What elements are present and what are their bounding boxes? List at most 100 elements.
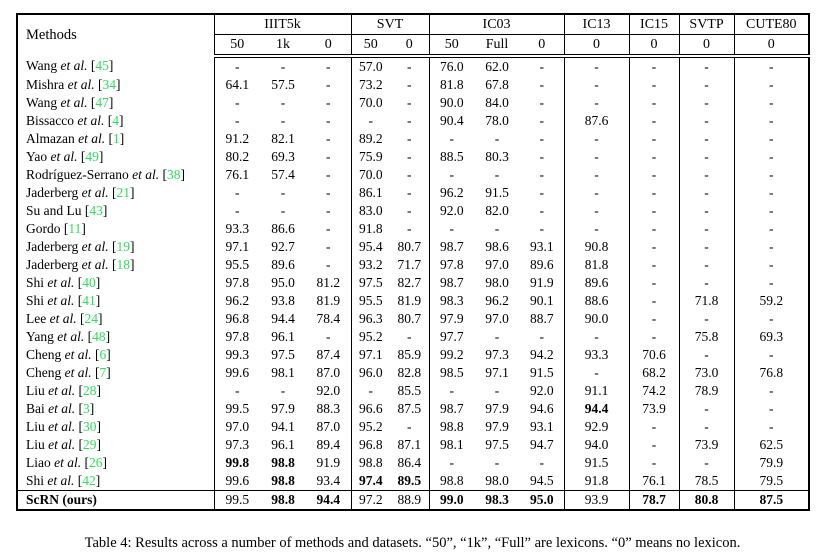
citation-ref[interactable]: 47 [95,95,109,110]
result-cell: - [428,382,475,400]
result-cell: 80.7 [397,311,422,326]
result-cell: 97.9 [485,401,509,416]
citation-ref[interactable]: 26 [89,455,103,470]
citation-ref[interactable]: 18 [116,257,130,272]
citation-ref[interactable]: 30 [83,419,97,434]
citation-ref[interactable]: 34 [102,77,117,92]
result-cell: - [678,56,735,76]
citation-ref[interactable]: 38 [166,167,181,182]
result-cell: 62.0 [485,59,509,74]
result-cell: 93.1 [529,419,554,434]
result-cell: - [407,149,412,164]
citation-ref[interactable]: 24 [84,311,98,326]
result-cell: 89.6 [563,274,630,292]
table-row: Yao et al. [49] 80.2 69.3-75.9-88.5 80.3- - -… [17,148,810,166]
result-cell: 92.7 [271,239,295,254]
result-cell: 99.0 [428,490,475,510]
result-cell: 97.0 [485,311,509,326]
citation-ref[interactable]: 29 [83,437,97,452]
result-cell: - [563,364,630,382]
table-row: Cheng et al. [7] 99.6 98.1 87.0 96.0 82.8 98.5… [17,364,810,382]
citation-ref[interactable]: 21 [116,185,130,200]
result-cell: - [628,454,680,472]
citation-ref[interactable]: 43 [89,203,103,218]
result-cell: 89.6 [529,257,554,272]
citation-ref[interactable]: 45 [95,58,109,73]
result-cell: 78.4 [316,311,341,326]
col-subheader: 50 [213,34,260,58]
result-cell: 73.2 [350,76,391,94]
result-cell: 86.1 [350,184,391,202]
citation-ref[interactable]: 48 [92,329,106,344]
result-cell: - [563,328,630,346]
result-cell: 78.7 [628,490,680,510]
et-al: et al. [47,275,75,290]
result-cell: 75.9 [350,148,391,166]
citation-ref[interactable]: 4 [112,113,119,128]
citation-ref[interactable]: 41 [82,293,96,308]
citation-ref[interactable]: 1 [112,131,120,146]
col-group-ic15: IC15 [628,14,680,35]
result-cell: 88.3 [316,401,341,416]
result-cell: 76.0 [428,56,475,76]
result-cell: - [678,130,735,148]
result-cell: 91.5 [563,454,630,472]
result-cell: 94.4 [306,490,352,510]
result-cell: - [407,221,412,236]
result-cell: 79.9 [733,454,810,472]
citation-ref[interactable]: 11 [68,221,82,236]
result-cell: - [733,238,810,256]
result-cell: - [213,94,260,112]
table-row: Liu et al. [29] 97.3 96.1 89.4 96.8 87.1 98.1 9… [17,436,810,454]
method-name: Wang et al. [47] [26,95,114,110]
citation-ref[interactable]: 3 [83,401,90,416]
et-al: et al. [60,95,88,110]
result-cell: 91.9 [316,455,341,470]
result-cell: 98.3 [428,292,475,310]
col-group-cute80: CUTE80 [733,14,810,35]
result-cell: 98.5 [428,364,475,382]
result-cell: 89.6 [271,257,295,272]
result-cell: - [326,131,331,146]
result-cell: 92.9 [563,418,630,436]
citation-ref[interactable]: 6 [99,347,107,362]
citation-ref[interactable]: 49 [85,149,99,164]
result-cell: 62.5 [733,436,810,454]
method-name: Bai et al. [3] [26,401,95,416]
result-cell: 67.8 [485,77,509,92]
result-cell: - [494,131,500,146]
result-cell: 98.8 [428,472,475,491]
table-row: Cheng et al. [6] 99.3 97.5 87.4 97.1 85.9 99.2… [17,346,810,364]
et-al: et al. [67,77,95,92]
table-body: Wang et al. [45] - - -57.0-76.0 62.0- - - - - Mis… [17,56,810,510]
result-cell: 95.4 [350,238,391,256]
result-cell: 91.8 [563,472,630,491]
citation-ref[interactable]: 28 [83,383,97,398]
result-cell: 76.1 [213,166,260,184]
et-al: et al. [48,383,76,398]
result-cell: 80.8 [678,490,735,510]
table-row: Jaderberg et al. [18] 95.5 89.6 - 93.2 71.7 97… [17,256,810,274]
method-name: ScRN (ours) [17,490,214,510]
result-cell: 97.8 [213,274,260,292]
result-cell: 97.4 [350,472,391,491]
result-cell: 88.6 [563,292,630,310]
et-al: et al. [77,113,105,128]
result-cell: - [539,185,545,200]
result-cell: 99.2 [428,346,475,364]
result-cell: - [733,94,810,112]
result-cell: 96.8 [350,436,391,454]
result-cell: 97.1 [350,346,391,364]
result-cell: - [326,59,331,74]
result-cell: 91.1 [563,382,630,400]
et-al: et al. [64,365,92,380]
table-row: Lee et al. [24] 96.8 94.4 78.4 96.3 80.7 97.9 9… [17,310,810,328]
result-cell: 73.0 [678,364,735,382]
citation-ref[interactable]: 7 [99,365,107,380]
result-cell: 94.6 [529,401,554,416]
result-cell: - [326,221,331,236]
citation-ref[interactable]: 42 [82,473,96,488]
result-cell: 98.1 [271,365,295,380]
citation-ref[interactable]: 40 [82,275,96,290]
citation-ref[interactable]: 19 [116,239,130,254]
